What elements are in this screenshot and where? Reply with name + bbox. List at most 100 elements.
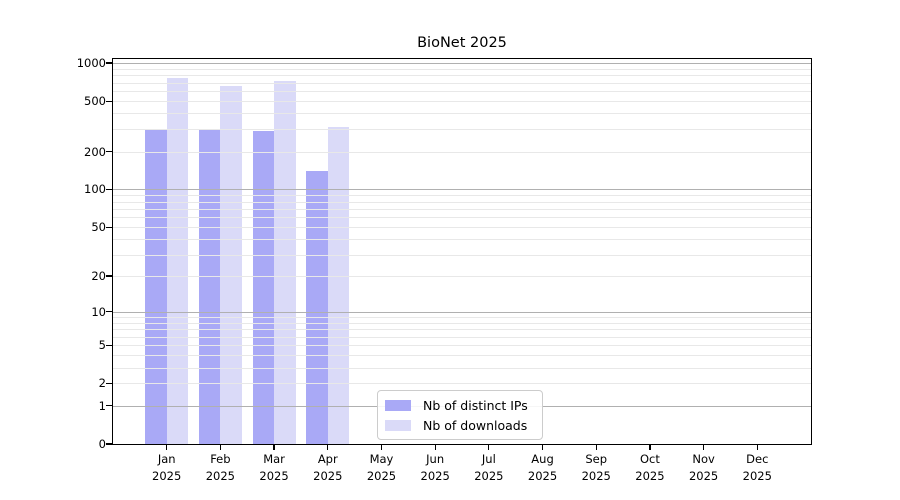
minor-gridline xyxy=(113,151,811,153)
y-tick-label: 0 xyxy=(98,437,106,451)
y-tick-label: 2 xyxy=(98,376,106,391)
x-tick-month: Dec xyxy=(746,452,769,466)
y-tick-mark xyxy=(106,62,112,64)
minor-gridline xyxy=(113,239,811,241)
minor-gridline xyxy=(113,276,811,278)
minor-gridline xyxy=(113,91,811,93)
x-tick-mark xyxy=(273,444,275,450)
x-tick-mark xyxy=(595,444,597,450)
minor-gridline xyxy=(113,68,811,70)
minor-gridline xyxy=(113,101,811,103)
y-tick-label: 20 xyxy=(91,269,106,284)
x-tick-month: Jan xyxy=(157,452,176,466)
x-tick-mark xyxy=(541,444,544,450)
minor-gridline xyxy=(113,113,811,115)
minor-gridline xyxy=(113,195,811,197)
x-tick-mark xyxy=(380,444,383,450)
x-tick-label: Feb 2025 xyxy=(188,451,252,485)
x-tick-month: Sep xyxy=(585,452,608,466)
minor-gridline xyxy=(113,129,811,131)
y-tick-label: 50 xyxy=(91,220,106,235)
legend-swatch-distinct-ips xyxy=(385,399,411,411)
x-tick-month: Nov xyxy=(692,452,715,466)
x-tick-label: Jan 2025 xyxy=(135,451,199,485)
minor-gridline xyxy=(113,75,811,77)
x-tick-month: May xyxy=(369,452,394,466)
y-tick-label: 1000 xyxy=(76,55,106,70)
major-gridline xyxy=(113,62,811,64)
y-tick-mark xyxy=(106,275,112,277)
y-tick-mark xyxy=(106,382,112,384)
minor-gridline xyxy=(113,336,811,338)
minor-gridline xyxy=(113,367,811,369)
x-tick-label: Jun 2025 xyxy=(403,451,467,485)
minor-gridline xyxy=(113,208,811,210)
minor-gridline xyxy=(113,355,811,357)
legend-item-downloads: Nb of downloads xyxy=(385,417,534,433)
bar-downloads xyxy=(166,78,189,444)
x-tick-mark xyxy=(756,444,758,450)
x-tick-label: Aug 2025 xyxy=(511,451,575,485)
x-tick-mark xyxy=(488,444,490,450)
x-tick-label: Dec 2025 xyxy=(725,451,789,485)
x-tick-year: 2025 xyxy=(635,469,665,483)
y-tick-label: 100 xyxy=(84,182,106,197)
x-tick-mark xyxy=(327,444,329,450)
x-tick-year: 2025 xyxy=(527,469,558,483)
y-tick-label: 200 xyxy=(84,144,106,159)
minor-gridline xyxy=(113,322,811,324)
bar-downloads xyxy=(220,86,242,444)
x-tick-year: 2025 xyxy=(474,469,504,483)
y-tick-mark xyxy=(106,150,112,153)
legend-swatch-downloads xyxy=(385,419,411,431)
legend-item-distinct-ips: Nb of distinct IPs xyxy=(385,397,534,413)
x-tick-month: Oct xyxy=(639,452,660,466)
y-tick-mark xyxy=(106,226,112,228)
chart-title: BioNet 2025 xyxy=(417,35,507,51)
minor-gridline xyxy=(113,201,811,203)
y-tick-label: 500 xyxy=(84,94,106,109)
minor-gridline xyxy=(113,82,811,84)
y-tick-mark xyxy=(106,405,112,407)
x-tick-month: Feb xyxy=(210,452,231,466)
minor-gridline xyxy=(113,383,811,385)
x-tick-mark xyxy=(219,444,221,450)
x-tick-label: Mar 2025 xyxy=(242,451,306,485)
minor-gridline xyxy=(113,227,811,229)
x-tick-year: 2025 xyxy=(205,469,236,483)
y-tick-mark xyxy=(106,100,112,102)
legend: Nb of distinct IPs Nb of downloads xyxy=(377,390,543,440)
x-tick-label: May 2025 xyxy=(349,451,413,485)
plot-area xyxy=(113,59,811,444)
minor-gridline xyxy=(113,254,811,256)
y-tick-mark xyxy=(106,188,112,191)
bar-downloads xyxy=(327,126,350,444)
minor-gridline xyxy=(113,329,811,331)
minor-gridline xyxy=(113,217,811,219)
x-tick-month: Aug xyxy=(531,452,554,466)
major-gridline xyxy=(113,189,811,191)
minor-gridline xyxy=(113,345,811,347)
bar-distinct-ips xyxy=(306,171,328,444)
x-tick-year: 2025 xyxy=(742,469,772,483)
x-tick-month: Jul xyxy=(481,452,496,466)
x-tick-year: 2025 xyxy=(152,469,182,483)
bar-distinct-ips xyxy=(198,129,221,444)
major-gridline xyxy=(113,311,811,313)
x-tick-year: 2025 xyxy=(366,469,397,483)
x-tick-label: Sep 2025 xyxy=(564,451,628,485)
x-tick-year: 2025 xyxy=(688,469,719,483)
x-tick-year: 2025 xyxy=(259,469,289,483)
x-tick-label: Oct 2025 xyxy=(618,451,682,485)
legend-label-distinct-ips: Nb of distinct IPs xyxy=(423,397,528,413)
x-tick-month: Mar xyxy=(263,452,285,466)
y-tick-mark xyxy=(106,344,112,346)
y-tick-mark xyxy=(106,311,112,313)
bar-distinct-ips xyxy=(252,131,275,444)
x-tick-mark xyxy=(166,444,168,450)
y-tick-label: 10 xyxy=(91,304,106,319)
y-tick-label: 5 xyxy=(98,338,106,353)
y-tick-label: 1 xyxy=(98,398,106,413)
x-tick-month: Jun xyxy=(426,452,445,466)
